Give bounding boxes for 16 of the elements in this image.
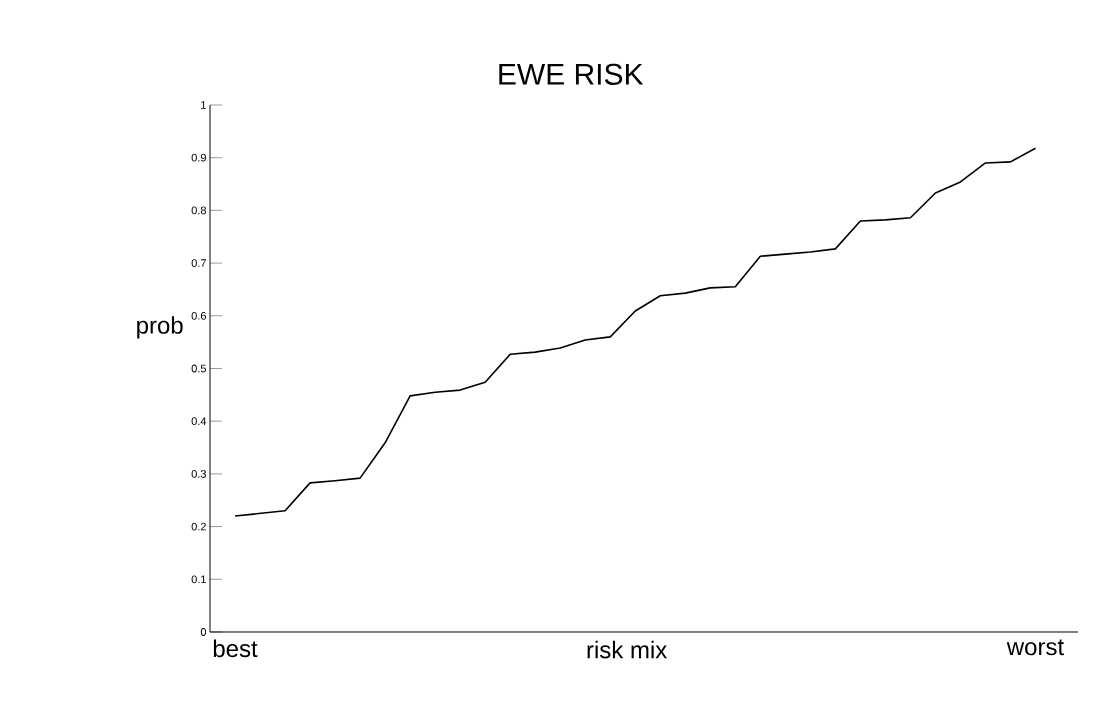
y-tick-label: 0.4 [191,417,207,426]
y-tick-label: 0.3 [191,470,206,478]
x-tick-label: worst [1006,639,1064,656]
y-tick-label: 0.5 [191,364,206,373]
y-tick-label: 0.9 [191,153,206,162]
y-axis-title: prob [137,316,183,339]
x-axis-title: risk mix [587,640,668,659]
y-tick-label: 0 [200,628,207,636]
y-tick-label: 0.8 [191,206,206,215]
y-tick-label: 0.6 [191,311,206,320]
chart-title: EWE RISK [499,63,644,85]
x-tick-label: best [213,639,258,658]
y-tick-label: 0.1 [191,575,206,584]
y-tick-label: 1 [201,101,206,109]
y-tick-label: 0.2 [191,522,206,531]
y-tick-label: 0.7 [191,259,206,267]
